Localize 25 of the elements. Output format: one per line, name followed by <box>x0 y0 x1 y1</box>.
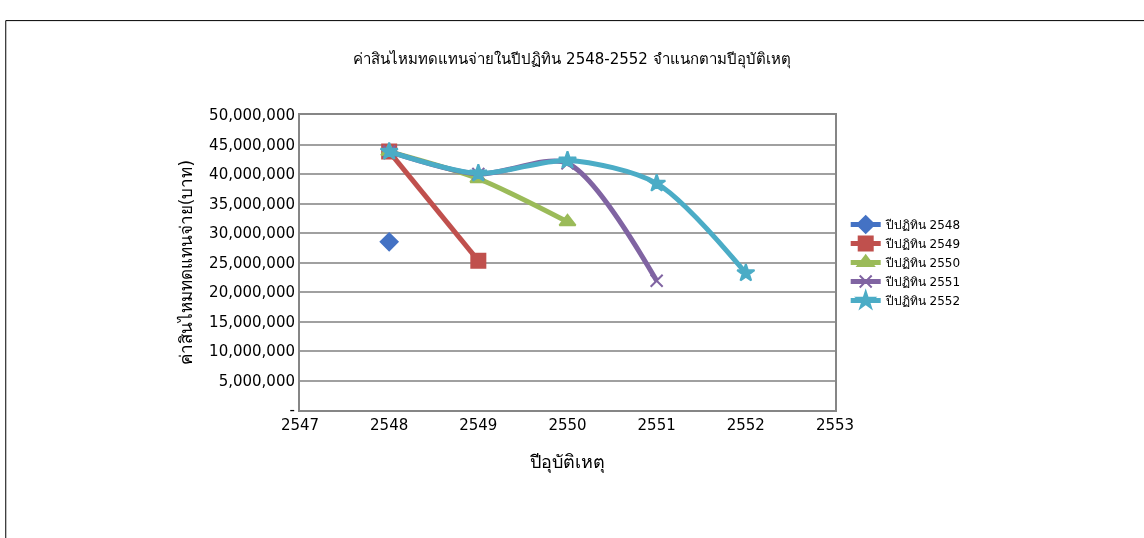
y-tick-label: 45,000,000 <box>209 135 295 154</box>
legend-label: ปีปฏิทิน 2549 <box>884 237 961 252</box>
x-tick-label: 2551 <box>637 416 676 434</box>
x-tick-label: 2548 <box>370 416 409 434</box>
x-axis-title: ปีอุบัติเหตุ <box>530 450 605 473</box>
y-tick-label: 15,000,000 <box>209 312 295 331</box>
legend-label: ปีปฏิทิน 2551 <box>884 275 961 290</box>
x-tick-label: 2547 <box>280 416 320 434</box>
y-tick-label: 5,000,000 <box>218 371 295 390</box>
legend-label: ปีปฏิทิน 2552 <box>884 294 961 309</box>
y-tick-label: 20,000,000 <box>209 283 295 302</box>
y-tick-label: 50,000,000 <box>209 106 295 125</box>
legend-label: ปีปฏิทิน 2550 <box>884 256 961 271</box>
legend-label: ปีปฏิทิน 2548 <box>884 218 961 233</box>
x-tick-label: 2553 <box>815 416 855 434</box>
chart-title: ค่าสินไหมทดแทนจ่ายในปีปฏิทิน 2548-2552 จำแนกตามปีอุบัติเหตุ <box>353 50 791 70</box>
y-tick-label: 10,000,000 <box>209 342 295 361</box>
x-tick-label: 2552 <box>726 416 765 434</box>
x-tick-label: 2549 <box>459 416 498 434</box>
y-tick-label: 40,000,000 <box>209 165 295 184</box>
x-tick-label: 2550 <box>548 416 587 434</box>
y-tick-label: 30,000,000 <box>209 224 295 243</box>
y-tick-label: 25,000,000 <box>209 253 295 272</box>
y-axis-title: ค่าสินไหมทดแทนจ่าย(บาท) <box>176 159 197 366</box>
y-tick-label: 35,000,000 <box>209 194 295 213</box>
